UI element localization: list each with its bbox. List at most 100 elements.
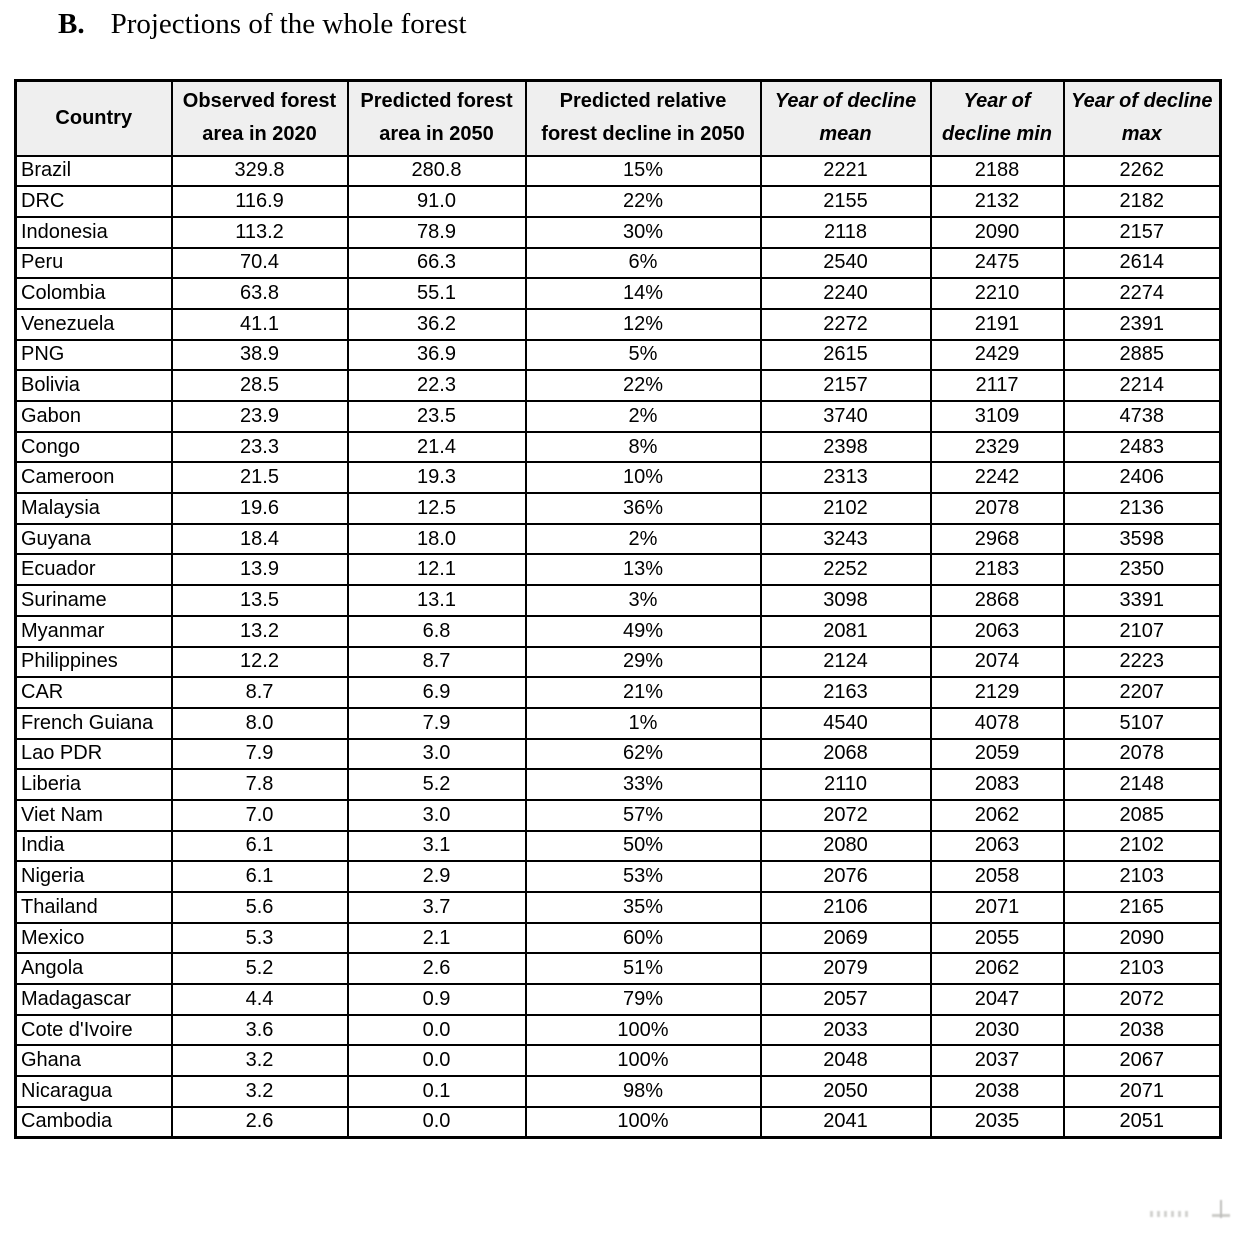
value-cell: 100% — [524, 1044, 762, 1078]
section-letter: B. — [58, 8, 85, 40]
value-cell: 36% — [524, 492, 762, 525]
value-cell: 7.9 — [346, 706, 527, 740]
value-cell: 98% — [524, 1075, 762, 1108]
value-cell: 2069 — [759, 921, 932, 955]
value-cell: 280.8 — [346, 154, 527, 188]
value-cell: 13.5 — [170, 584, 349, 617]
value-cell: 2398 — [759, 430, 932, 464]
value-cell: 0.0 — [346, 1044, 527, 1078]
value-cell: 3243 — [759, 522, 932, 556]
table-row: Myanmar 13.2 6.8 49% 2081 2063 2107 — [14, 614, 1222, 648]
value-cell: 2117 — [929, 369, 1065, 402]
value-cell: 2106 — [759, 891, 932, 924]
value-cell: 2329 — [929, 430, 1065, 464]
table-row: Philippines 12.2 8.7 29% 2124 2074 2223 — [14, 645, 1222, 679]
table-row: DRC 116.9 91.0 22% 2155 2132 2182 — [14, 185, 1222, 218]
value-cell: 7.8 — [170, 768, 349, 801]
country-cell: Cameroon — [14, 461, 173, 495]
table-row: Cameroon 21.5 19.3 10% 2313 2242 2406 — [14, 461, 1222, 495]
value-cell: 2968 — [929, 522, 1065, 556]
value-cell: 2313 — [759, 461, 932, 495]
country-cell: Ghana — [14, 1044, 173, 1078]
value-cell: 2350 — [1062, 553, 1222, 587]
value-cell: 70.4 — [170, 246, 349, 280]
value-cell: 55.1 — [346, 277, 527, 310]
column-header: Year of decline max — [1062, 79, 1222, 157]
country-cell: Brazil — [14, 154, 173, 188]
value-cell: 2136 — [1062, 492, 1222, 525]
column-header: Predicted relative forest decline in 2050 — [524, 79, 762, 157]
value-cell: 2182 — [1062, 185, 1222, 218]
table-row: Madagascar 4.4 0.9 79% 2057 2047 2072 — [14, 983, 1222, 1016]
value-cell: 23.9 — [170, 400, 349, 433]
value-cell: 2391 — [1062, 307, 1222, 341]
value-cell: 4540 — [759, 706, 932, 740]
value-cell: 21.5 — [170, 461, 349, 495]
value-cell: 2129 — [929, 676, 1065, 709]
value-cell: 2132 — [929, 185, 1065, 218]
value-cell: 14% — [524, 277, 762, 310]
table-row: Indonesia 113.2 78.9 30% 2118 2090 2157 — [14, 215, 1222, 249]
table-row: Cote d'Ivoire 3.6 0.0 100% 2033 2030 2038 — [14, 1013, 1222, 1047]
value-cell: 4078 — [929, 706, 1065, 740]
value-cell: 30% — [524, 215, 762, 249]
value-cell: 2080 — [759, 829, 932, 863]
country-cell: Thailand — [14, 891, 173, 924]
country-cell: Suriname — [14, 584, 173, 617]
country-cell: Cambodia — [14, 1105, 173, 1139]
country-cell: Venezuela — [14, 307, 173, 341]
value-cell: 28.5 — [170, 369, 349, 402]
value-cell: 22.3 — [346, 369, 527, 402]
value-cell: 53% — [524, 860, 762, 893]
value-cell: 0.0 — [346, 1105, 527, 1139]
value-cell: 22% — [524, 369, 762, 402]
value-cell: 4738 — [1062, 400, 1222, 433]
value-cell: 13.9 — [170, 553, 349, 587]
value-cell: 2163 — [759, 676, 932, 709]
value-cell: 2090 — [929, 215, 1065, 249]
forest-projections-table: Country Observed forest area in 2020 Predic… — [14, 79, 1222, 1139]
value-cell: 22% — [524, 185, 762, 218]
value-cell: 2242 — [929, 461, 1065, 495]
value-cell: 2210 — [929, 277, 1065, 310]
value-cell: 5.3 — [170, 921, 349, 955]
value-cell: 18.4 — [170, 522, 349, 556]
value-cell: 2110 — [759, 768, 932, 801]
value-cell: 5.6 — [170, 891, 349, 924]
value-cell: 63.8 — [170, 277, 349, 310]
country-cell: India — [14, 829, 173, 863]
value-cell: 2148 — [1062, 768, 1222, 801]
value-cell: 5% — [524, 338, 762, 372]
country-cell: Malaysia — [14, 492, 173, 525]
country-cell: Lao PDR — [14, 737, 173, 771]
value-cell: 6% — [524, 246, 762, 280]
table-row: Guyana 18.4 18.0 2% 3243 2968 3598 — [14, 522, 1222, 556]
value-cell: 91.0 — [346, 185, 527, 218]
value-cell: 8.7 — [170, 676, 349, 709]
value-cell: 2% — [524, 400, 762, 433]
country-cell: Colombia — [14, 277, 173, 310]
value-cell: 2868 — [929, 584, 1065, 617]
value-cell: 41.1 — [170, 307, 349, 341]
value-cell: 33% — [524, 768, 762, 801]
value-cell: 2223 — [1062, 645, 1222, 679]
value-cell: 3598 — [1062, 522, 1222, 556]
value-cell: 2540 — [759, 246, 932, 280]
value-cell: 2071 — [1062, 1075, 1222, 1108]
table-row: PNG 38.9 36.9 5% 2615 2429 2885 — [14, 338, 1222, 372]
value-cell: 0.1 — [346, 1075, 527, 1108]
value-cell: 66.3 — [346, 246, 527, 280]
table-row: Liberia 7.8 5.2 33% 2110 2083 2148 — [14, 768, 1222, 801]
table-row: CAR 8.7 6.9 21% 2163 2129 2207 — [14, 676, 1222, 709]
value-cell: 8% — [524, 430, 762, 464]
value-cell: 2614 — [1062, 246, 1222, 280]
value-cell: 60% — [524, 921, 762, 955]
value-cell: 3.7 — [346, 891, 527, 924]
section-title: B. Projections of the whole forest — [58, 8, 467, 41]
table-row: Peru 70.4 66.3 6% 2540 2475 2614 — [14, 246, 1222, 280]
value-cell: 5.2 — [170, 952, 349, 986]
table-body: Brazil 329.8 280.8 15% 2221 2188 2262 DRC 116.9 9… — [14, 154, 1222, 1139]
value-cell: 0.0 — [346, 1013, 527, 1047]
value-cell: 78.9 — [346, 215, 527, 249]
country-cell: Guyana — [14, 522, 173, 556]
